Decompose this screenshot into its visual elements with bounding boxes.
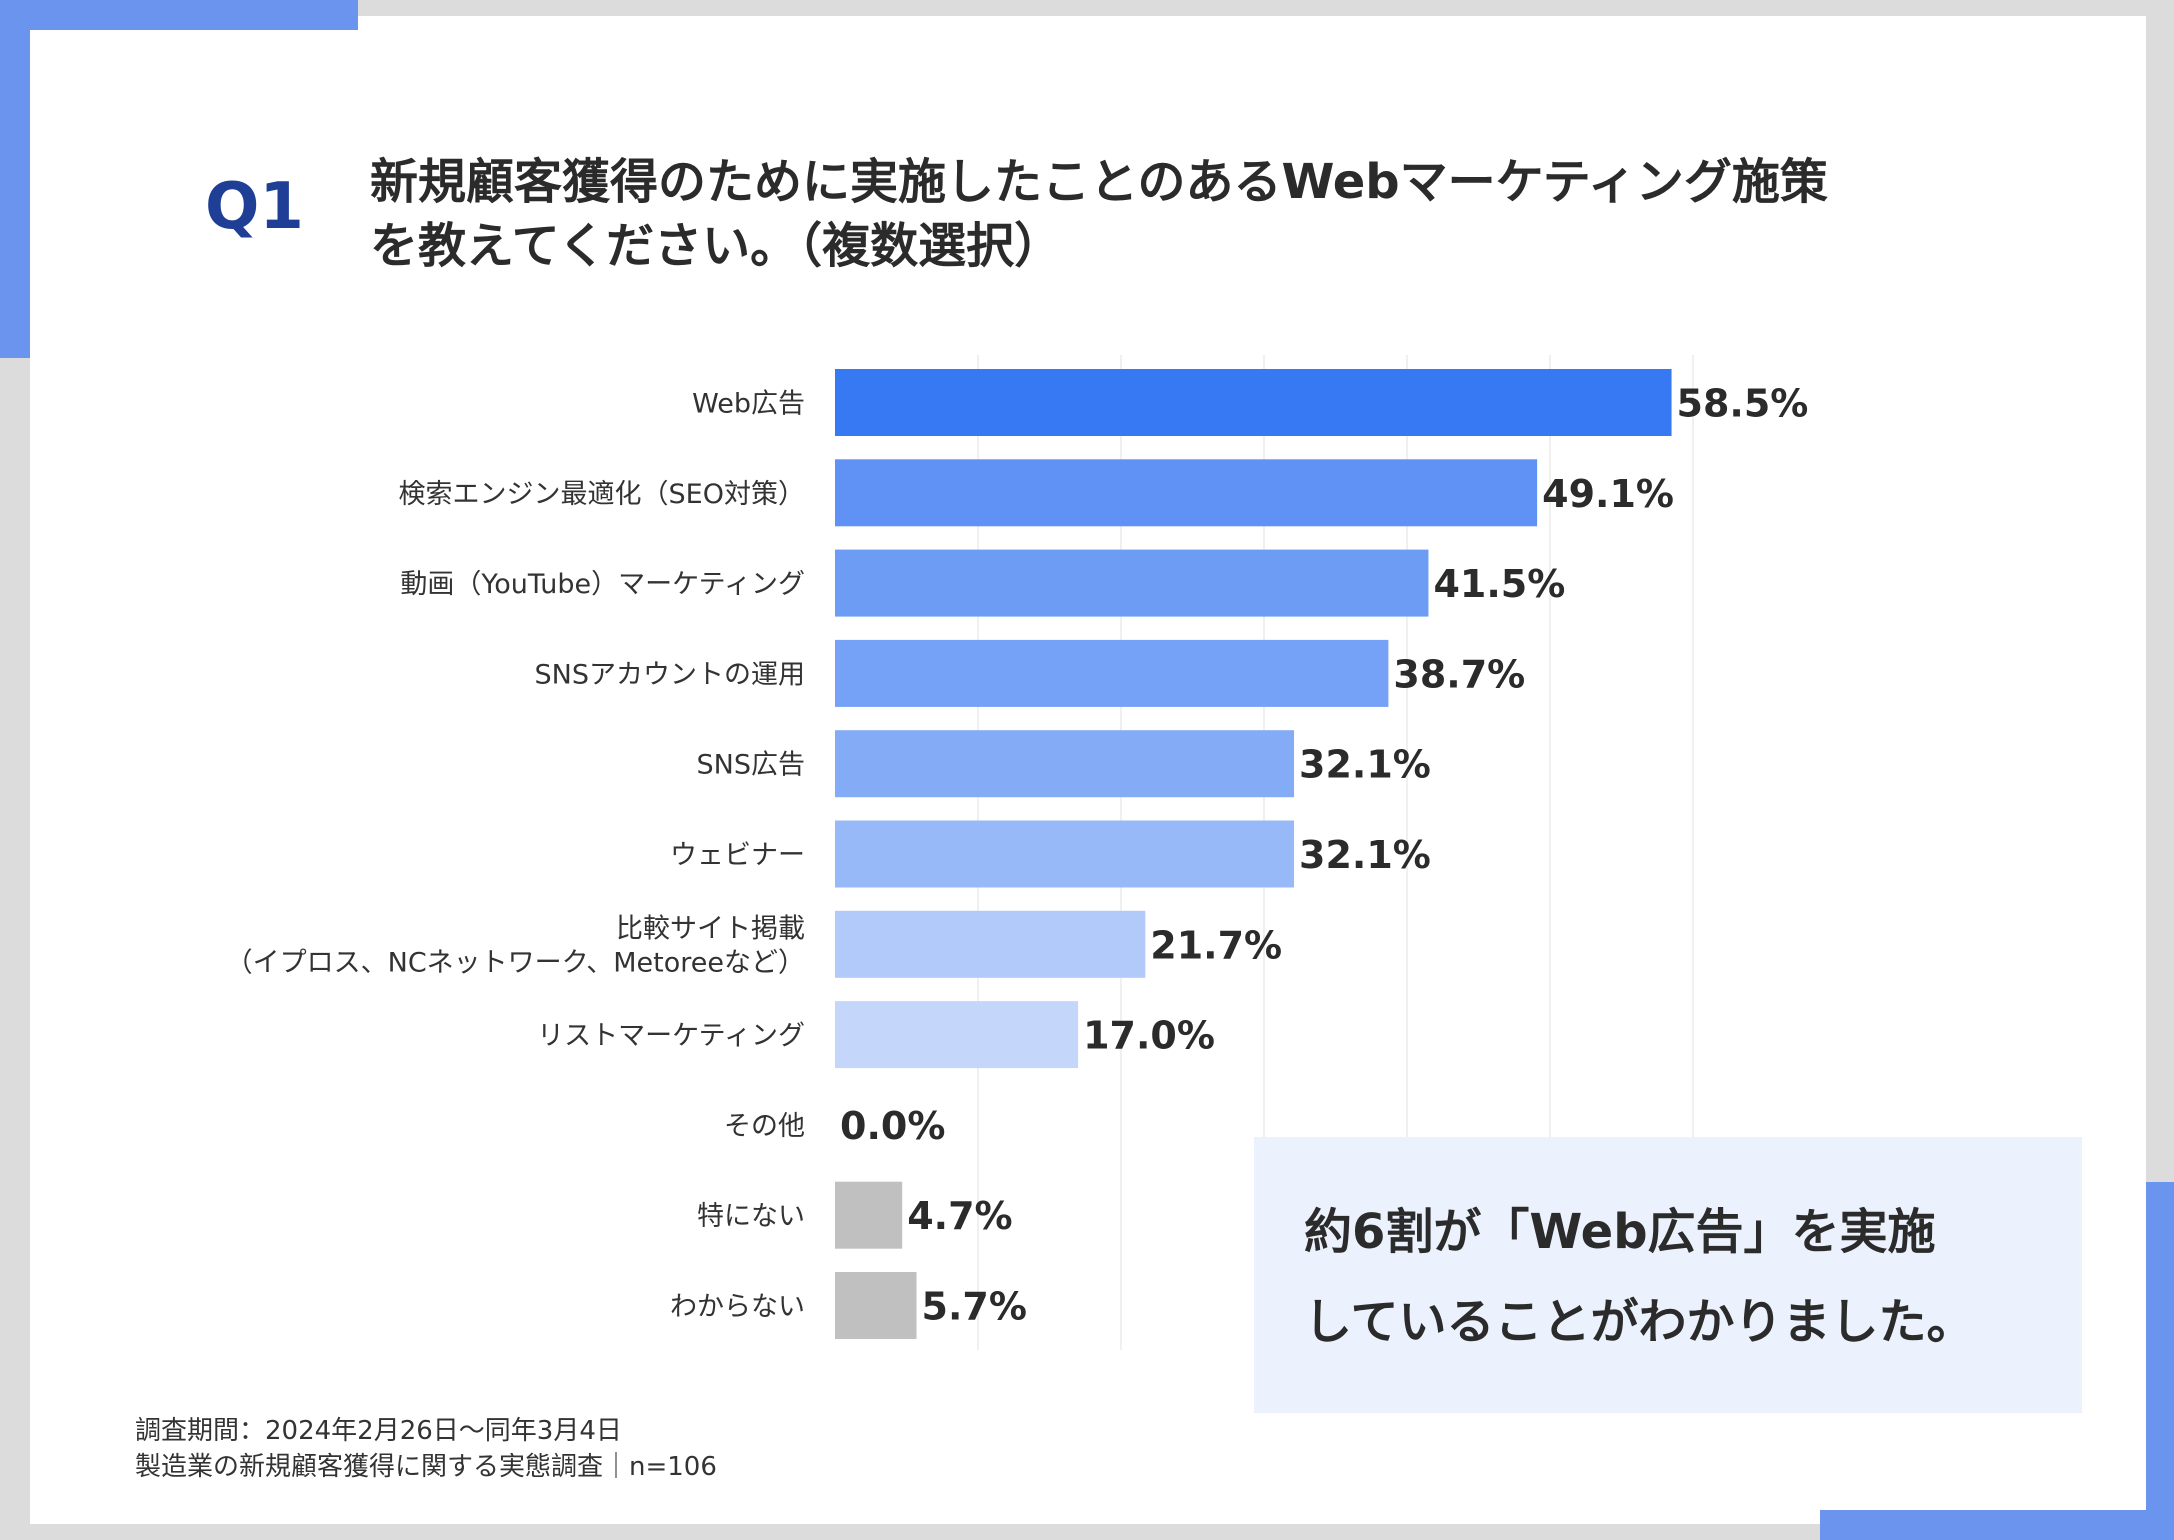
category-label: その他 xyxy=(724,1111,805,1142)
value-label: 32.1% xyxy=(1299,833,1431,877)
bar xyxy=(835,1001,1079,1069)
value-label: 32.1% xyxy=(1299,743,1431,787)
survey-footer: 調査期間：2024年2月26日～同年3月4日 製造業の新規顧客獲得に関する実態調… xyxy=(135,1413,717,1485)
bar xyxy=(835,369,1672,436)
category-label: SNS広告 xyxy=(697,750,805,781)
bar xyxy=(835,549,1429,617)
value-label: 41.5% xyxy=(1433,562,1565,606)
bar xyxy=(835,910,1146,978)
summary-box: 約6割が「Web広告」を実施 していることがわかりました。 xyxy=(1254,1137,2082,1413)
accent-bar-left xyxy=(0,0,30,358)
category-label: 比較サイト掲載 xyxy=(616,913,805,944)
value-label: 5.7% xyxy=(922,1285,1027,1329)
category-label: （イプロス、NCネットワーク、Metoreeなど） xyxy=(226,947,805,978)
accent-bar-right xyxy=(2146,1182,2174,1540)
bar xyxy=(835,1181,903,1249)
survey-period: 調査期間：2024年2月26日～同年3月4日 xyxy=(135,1416,622,1446)
category-label: Web広告 xyxy=(692,389,805,420)
category-label: リストマーケティング xyxy=(537,1021,805,1052)
category-label: SNSアカウントの運用 xyxy=(535,659,805,690)
summary-line-2: していることがわかりました。 xyxy=(1304,1294,1975,1350)
question-label: Q1 xyxy=(205,170,304,244)
summary-line-1: 約6割が「Web広告」を実施 xyxy=(1304,1204,1936,1260)
value-label: 17.0% xyxy=(1083,1014,1215,1058)
bar xyxy=(835,459,1538,527)
category-label: 検索エンジン最適化（SEO対策） xyxy=(399,479,805,510)
value-label: 49.1% xyxy=(1542,472,1674,516)
accent-bar-bottom-right xyxy=(1820,1510,2174,1540)
accent-bar-top-left xyxy=(0,0,358,30)
bar xyxy=(835,639,1389,707)
category-label: 動画（YouTube）マーケティング xyxy=(400,569,805,600)
survey-source: 製造業の新規顧客獲得に関する実態調査｜n=106 xyxy=(135,1452,717,1482)
category-label: わからない xyxy=(670,1292,805,1323)
question-title-line-2: を教えてください。（複数選択） xyxy=(370,218,1063,274)
value-label: 21.7% xyxy=(1150,923,1282,967)
value-label: 58.5% xyxy=(1677,382,1809,426)
value-label: 4.7% xyxy=(907,1194,1012,1238)
category-label: 特にない xyxy=(697,1201,805,1232)
bar xyxy=(835,820,1295,888)
value-label: 0.0% xyxy=(840,1104,945,1148)
question-title-line-1: 新規顧客獲得のために実施したことのあるWebマーケティング施策 xyxy=(370,154,1828,210)
category-label: ウェビナー xyxy=(670,840,805,871)
bar xyxy=(835,730,1295,798)
bar xyxy=(835,1272,917,1339)
value-label: 38.7% xyxy=(1393,652,1525,696)
question-title: 新規顧客獲得のために実施したことのあるWebマーケティング施策 を教えてください… xyxy=(370,150,1990,278)
